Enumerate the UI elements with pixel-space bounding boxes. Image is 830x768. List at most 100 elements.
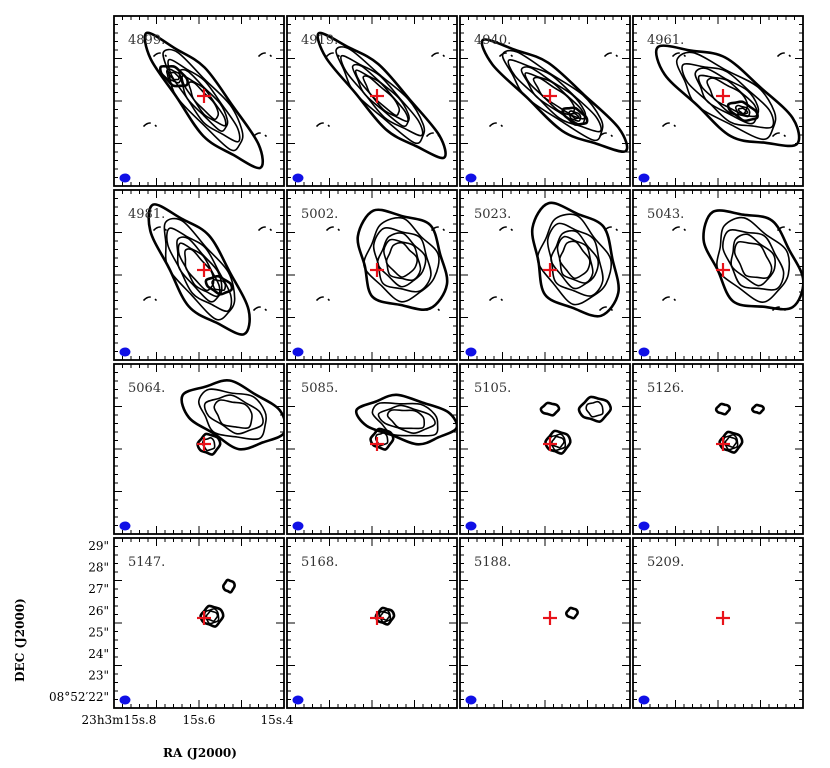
contour-line [147,203,251,336]
channel-panel: 5168. [286,537,458,709]
channel-label: 4961. [647,33,684,48]
x-tick-label: 15s.6 [183,713,216,727]
contour-line [385,241,418,278]
channel-label: 5168. [301,555,338,570]
channel-panel: 5209. [632,537,804,709]
contour-group [489,201,620,318]
channel-panel: 5002. [286,189,458,361]
contour-group [480,38,629,154]
contour-line [726,100,759,123]
channel-label: 5105. [474,381,511,396]
negative-contour [662,296,676,301]
contour-line [654,44,801,148]
negative-contour [153,226,167,231]
contour-line [577,395,613,423]
channel-label: 5147. [128,555,165,570]
contour-line [221,578,236,594]
contour-line [570,112,580,120]
contour-line [480,38,629,154]
contour-line [694,67,760,125]
negative-contour [777,52,791,57]
contour-line [362,75,401,117]
contour-line [724,436,738,448]
negative-contour [143,296,157,301]
contour-line [556,235,594,284]
negative-contour [499,226,513,231]
contour-line [335,46,426,145]
contour-line [168,71,180,81]
y-tick-label: 29" [88,539,109,553]
contour-line [536,213,613,306]
contour-line [386,409,426,430]
contour-line [507,59,602,133]
contour-line [363,216,440,303]
contour-line [378,609,392,623]
contour-line [163,217,236,321]
contour-line [184,248,215,292]
contour-line [211,279,227,292]
contour-line [716,216,791,303]
negative-contour [143,122,157,127]
beam-ellipse-icon [465,347,477,357]
contour-line [544,429,572,455]
channel-label: 5043. [647,207,684,222]
y-tick-label: 24" [88,647,109,661]
channel-label: 5064. [128,381,165,396]
contour-line [374,432,389,447]
contour-line [737,107,749,115]
negative-contour [672,52,686,57]
contour-group [539,395,613,455]
negative-contour [662,122,676,127]
contour-line [734,104,751,118]
channel-label: 5085. [301,381,338,396]
y-tick-label: 23" [88,669,109,683]
channel-label: 4981. [128,207,165,222]
contour-line [532,76,576,115]
negative-contour [258,52,272,57]
channel-panel: 5188. [459,537,631,709]
x-tick-label: 15s.4 [261,713,294,727]
y-axis-title: DEC (J2000) [13,598,27,682]
negative-contour [258,226,272,231]
beam-ellipse-icon [292,521,304,531]
negative-contour [599,132,613,137]
contour-line [718,430,744,454]
channel-label: 5188. [474,555,511,570]
contour-line [501,49,604,142]
beam-ellipse-icon [465,521,477,531]
beam-ellipse-icon [292,695,304,705]
contour-group [199,578,236,628]
y-tick-label: 25" [88,625,109,639]
contour-line [203,394,264,435]
contour-group [316,208,449,311]
beam-ellipse-icon [638,347,650,357]
negative-contour [772,132,786,137]
negative-contour [604,52,618,57]
x-axis-title: RA (J2000) [163,746,237,760]
negative-contour [316,122,330,127]
channel-panel: 4961. [632,15,804,187]
channel-panel: 5085. [286,363,458,535]
negative-contour [153,52,167,57]
negative-contour [253,132,267,137]
contour-line [706,77,749,115]
contour-line [340,54,424,137]
y-tick-label: 28" [88,561,109,575]
contour-line [143,31,265,170]
negative-contour [253,306,267,311]
negative-contour [604,226,618,231]
negative-contour [426,132,440,137]
negative-contour [316,296,330,301]
channel-label: 5023. [474,207,511,222]
contour-group [143,203,272,336]
contour-line [675,51,777,141]
beam-ellipse-icon [465,695,477,705]
contour-line [551,435,565,449]
contour-line [158,64,189,88]
contour-group [662,209,803,311]
beam-ellipse-icon [638,695,650,705]
y-tick-label: 08°52′22" [49,690,109,704]
beam-ellipse-icon [119,173,131,183]
contour-group [316,31,447,160]
